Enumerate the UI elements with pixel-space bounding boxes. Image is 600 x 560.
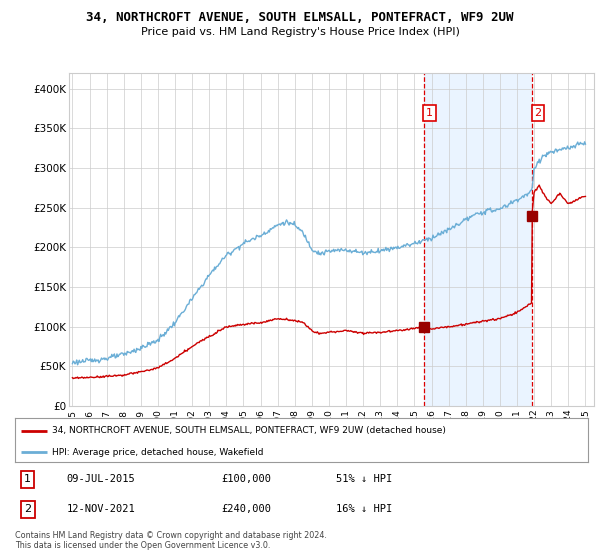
Text: 34, NORTHCROFT AVENUE, SOUTH ELMSALL, PONTEFRACT, WF9 2UW: 34, NORTHCROFT AVENUE, SOUTH ELMSALL, PO…: [86, 11, 514, 24]
Text: 2: 2: [24, 505, 31, 515]
Text: Contains HM Land Registry data © Crown copyright and database right 2024.
This d: Contains HM Land Registry data © Crown c…: [15, 531, 327, 550]
Text: 16% ↓ HPI: 16% ↓ HPI: [336, 505, 392, 515]
Text: £240,000: £240,000: [221, 505, 271, 515]
Text: 2: 2: [535, 108, 542, 118]
Text: 1: 1: [426, 108, 433, 118]
Text: HPI: Average price, detached house, Wakefield: HPI: Average price, detached house, Wake…: [52, 448, 264, 457]
Text: 12-NOV-2021: 12-NOV-2021: [67, 505, 136, 515]
Text: 09-JUL-2015: 09-JUL-2015: [67, 474, 136, 484]
Text: 34, NORTHCROFT AVENUE, SOUTH ELMSALL, PONTEFRACT, WF9 2UW (detached house): 34, NORTHCROFT AVENUE, SOUTH ELMSALL, PO…: [52, 426, 446, 435]
Bar: [424, 73, 532, 406]
Text: 1: 1: [24, 474, 31, 484]
Text: £100,000: £100,000: [221, 474, 271, 484]
Text: 51% ↓ HPI: 51% ↓ HPI: [336, 474, 392, 484]
Text: Price paid vs. HM Land Registry's House Price Index (HPI): Price paid vs. HM Land Registry's House …: [140, 27, 460, 37]
